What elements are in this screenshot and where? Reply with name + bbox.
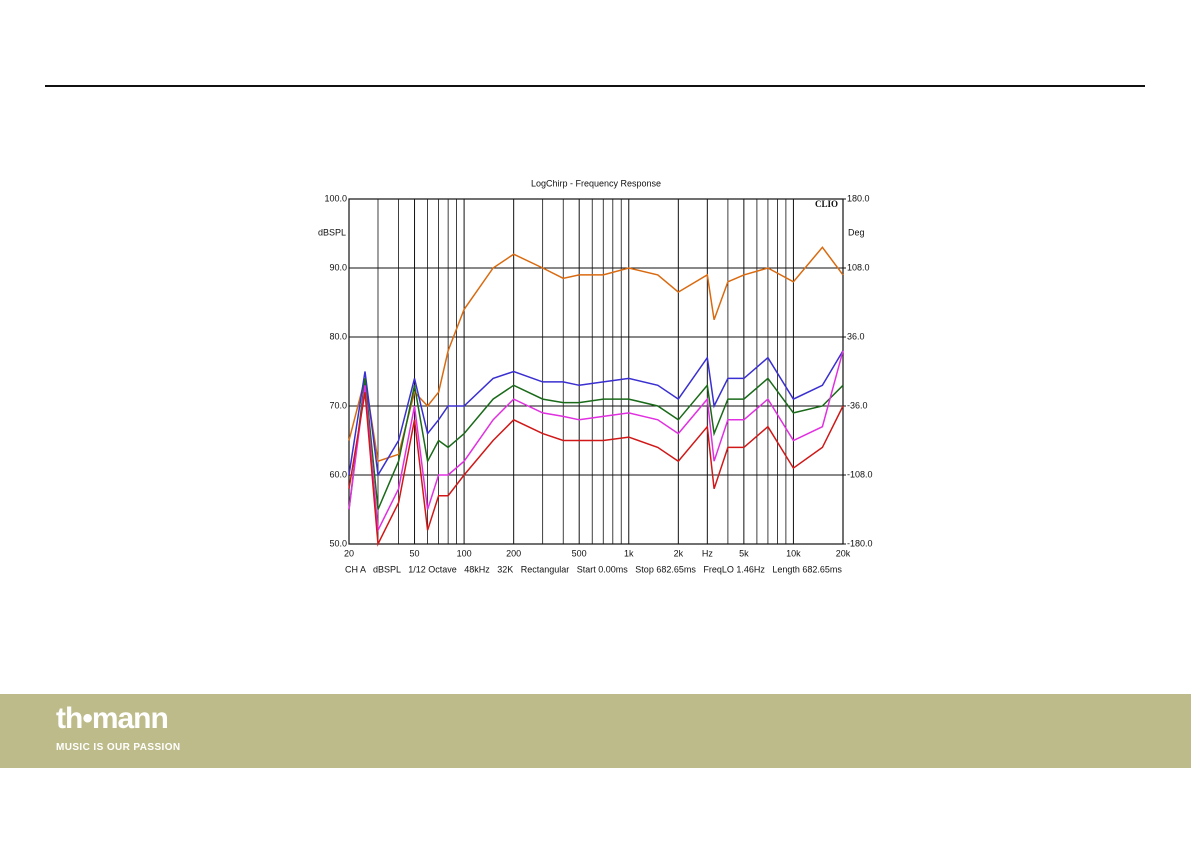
y-tick-label: 70.0 <box>329 400 347 410</box>
y-tick-label: 90.0 <box>329 262 347 272</box>
y2-tick-label: -180.0 <box>847 538 873 548</box>
footer: th•mann MUSIC IS OUR PASSION <box>0 694 1191 768</box>
y2-tick-label: 36.0 <box>847 331 865 341</box>
x-tick-label: 100 <box>457 548 472 558</box>
x-tick-label: 500 <box>572 548 587 558</box>
x-tick-label: 20 <box>344 548 354 558</box>
y-tick-label: 60.0 <box>329 469 347 479</box>
y2-axis-label: Deg <box>848 227 865 237</box>
y-axis-label: dBSPL <box>318 227 346 237</box>
y2-tick-label: 180.0 <box>847 193 870 203</box>
series-line <box>348 377 844 510</box>
chart: LogChirp - Frequency Response dBSPL Deg CLI… <box>318 178 873 574</box>
y2-tick-label: -108.0 <box>847 469 873 479</box>
annotation: CLIO <box>815 199 838 209</box>
x-tick-label: 10k <box>786 548 801 558</box>
y2-tick-label: -36.0 <box>847 400 868 410</box>
y-tick-label: 100.0 <box>324 193 347 203</box>
x-tick-label: Hz <box>702 548 713 558</box>
y-tick-label: 80.0 <box>329 331 347 341</box>
brand-logo: th•mann <box>56 702 169 735</box>
x-tick-label: 50 <box>410 548 420 558</box>
plot-area <box>348 198 844 545</box>
x-tick-label: 1k <box>624 548 634 558</box>
x-tick-label: 5k <box>739 548 749 558</box>
series-line <box>348 392 844 547</box>
x-tick-label: 2k <box>674 548 684 558</box>
slogan: MUSIC IS OUR PASSION <box>56 742 181 753</box>
y-tick-label: 50.0 <box>329 538 347 548</box>
x-tick-label: 200 <box>506 548 521 558</box>
series-line <box>348 350 844 533</box>
x-tick-label: 20k <box>836 548 851 558</box>
info-line: CH A dBSPL 1/12 Octave 48kHz 32K Rectang… <box>345 564 842 574</box>
y2-tick-label: 108.0 <box>847 262 870 272</box>
series-line <box>348 350 844 478</box>
chart-title: LogChirp - Frequency Response <box>531 178 661 188</box>
header-rule <box>45 85 1145 87</box>
